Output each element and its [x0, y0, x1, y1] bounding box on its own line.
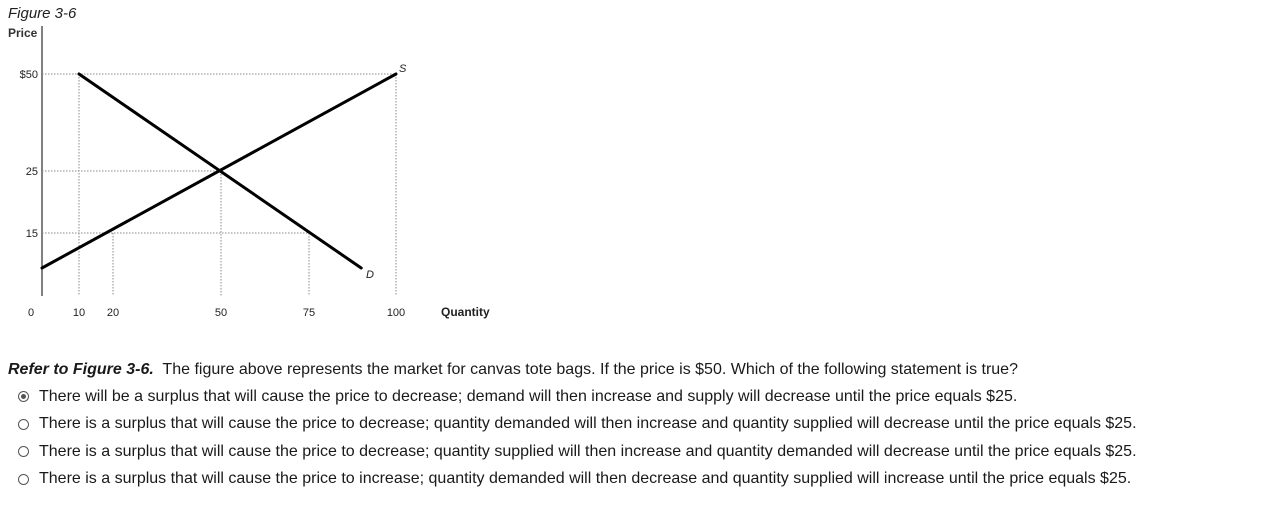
radio-button[interactable] [18, 418, 29, 430]
y-tick-label: 15 [26, 228, 38, 240]
question: Refer to Figure 3-6. The figure above re… [8, 361, 1018, 379]
answer-option[interactable]: There is a surplus that will cause the p… [18, 411, 1137, 439]
curves: SD [40, 63, 407, 281]
question-text: The figure above represents the market f… [162, 361, 1018, 378]
x-tick-label: 20 [107, 307, 119, 319]
answer-option[interactable]: There is a surplus that will cause the p… [18, 466, 1137, 494]
curve-label-d: D [366, 269, 374, 281]
answer-option[interactable]: There will be a surplus that will cause … [18, 383, 1137, 411]
answer-option-label: There is a surplus that will cause the p… [39, 442, 1137, 460]
radio-button[interactable] [18, 473, 29, 485]
radio-button[interactable] [18, 391, 29, 403]
x-tick-label: 0 [28, 307, 34, 319]
x-tick-label: 100 [387, 307, 405, 319]
y-tick-label: 25 [26, 166, 38, 178]
answer-option-label: There will be a surplus that will cause … [39, 387, 1018, 405]
x-tick-label: 75 [303, 307, 315, 319]
curve-label-s: S [399, 63, 407, 75]
radio-button[interactable] [18, 446, 29, 458]
guide-lines [42, 73, 397, 296]
question-ref: Refer to Figure 3-6. [8, 361, 154, 378]
x-axis-label: Quantity [441, 305, 490, 319]
tick-labels: 0 10 20 50 75 100 $50 25 15 [20, 69, 406, 319]
curve-d [77, 72, 363, 270]
answer-option-label: There is a surplus that will cause the p… [39, 415, 1137, 433]
answer-options: There will be a surplus that will cause … [18, 383, 1137, 493]
figure-title: Figure 3-6 [8, 5, 77, 22]
y-axis-label: Price [8, 26, 38, 40]
answer-option[interactable]: There is a surplus that will cause the p… [18, 438, 1137, 466]
x-tick-label: 50 [215, 307, 227, 319]
answer-option-label: There is a surplus that will cause the p… [39, 470, 1132, 488]
x-tick-label: 10 [73, 307, 85, 319]
y-tick-label: $50 [20, 69, 38, 81]
